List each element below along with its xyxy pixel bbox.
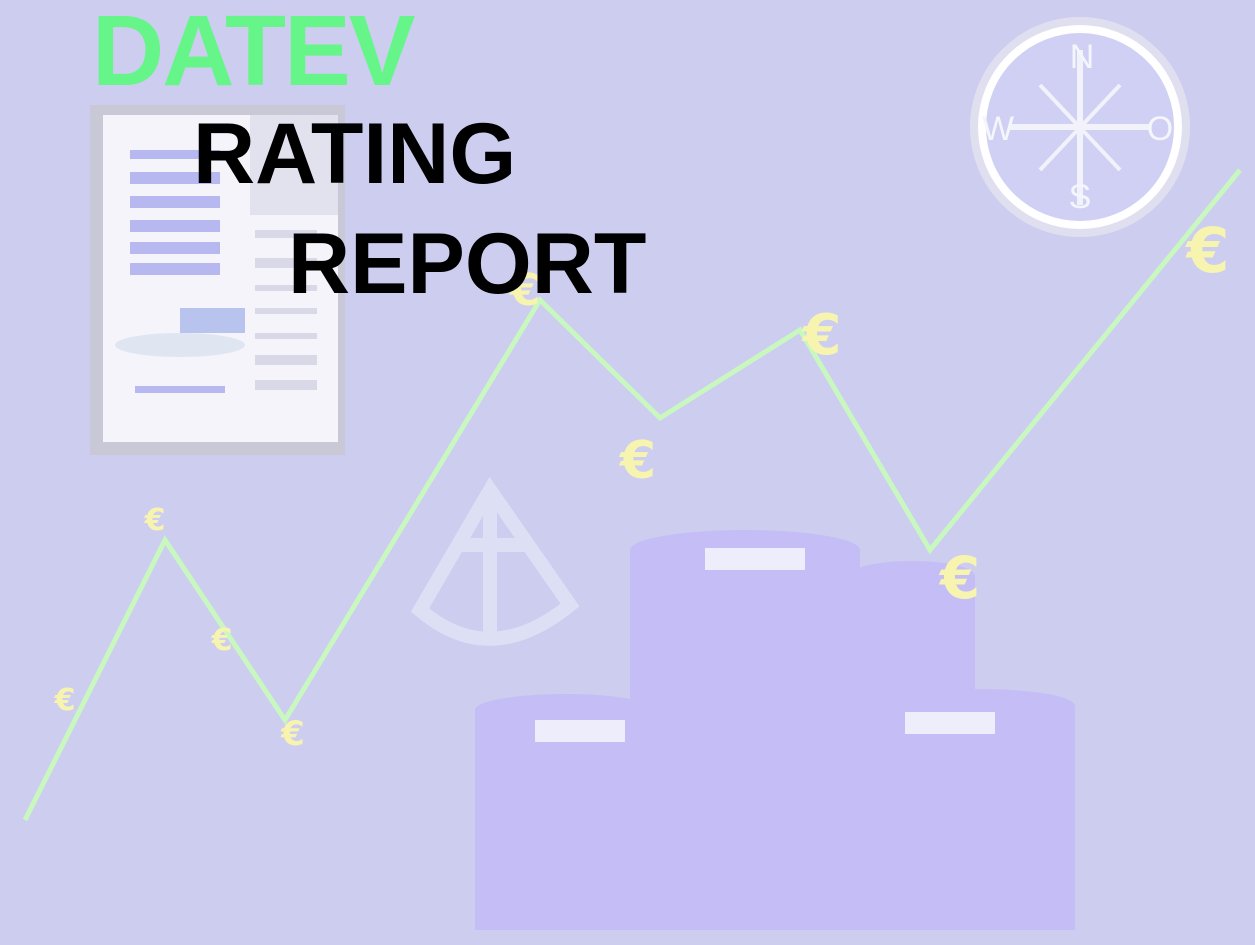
compass-east: O: [1147, 110, 1173, 148]
compass-south: S: [1069, 178, 1092, 216]
compass-icon: N W O S: [970, 17, 1190, 237]
title-line-1: RATING: [193, 106, 516, 202]
euro-sign: €: [280, 714, 305, 754]
compass-west: W: [982, 110, 1014, 148]
title-line-2: REPORT: [288, 216, 646, 312]
euro-sign: €: [619, 431, 656, 491]
euro-sign: €: [938, 544, 980, 612]
euro-sign: €: [211, 623, 233, 658]
euro-sign: €: [801, 303, 842, 368]
compass-north: N: [1070, 38, 1095, 76]
euro-sign: €: [144, 503, 166, 538]
euro-sign: €: [1184, 214, 1229, 287]
euro-sign: €: [54, 683, 76, 718]
brand-logo: DATEV: [92, 0, 416, 107]
splash-screen: N W O S €€€€€€€€€ DATEV RATING REPORT: [0, 0, 1255, 945]
